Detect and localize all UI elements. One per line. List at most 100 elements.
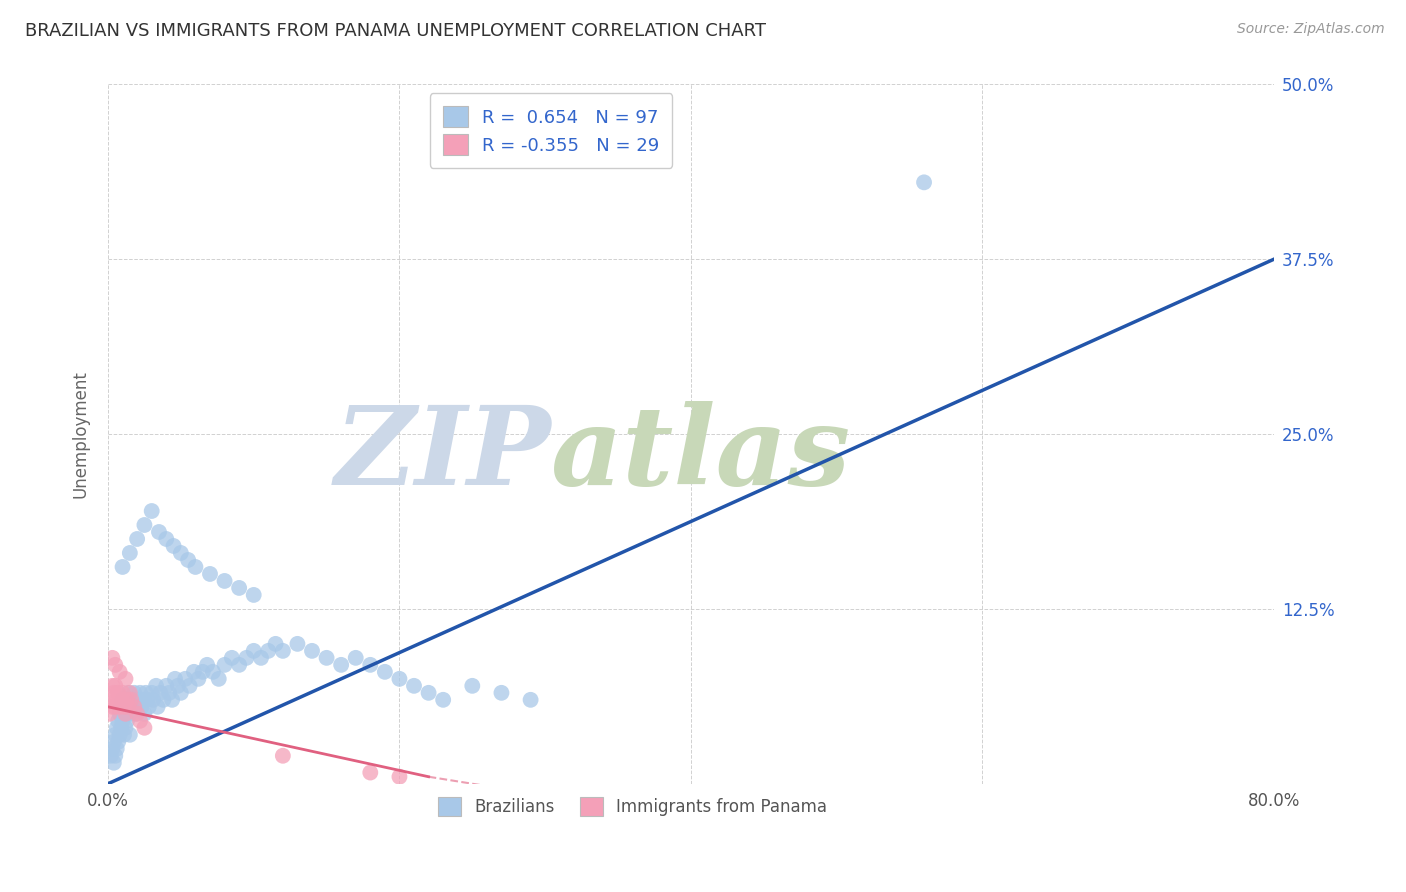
Point	[111, 693, 134, 707]
Point	[107, 714, 129, 728]
Point	[129, 686, 152, 700]
Point	[101, 699, 124, 714]
Point	[179, 679, 201, 693]
Point	[250, 651, 273, 665]
Point	[128, 693, 150, 707]
Text: BRAZILIAN VS IMMIGRANTS FROM PANAMA UNEMPLOYMENT CORRELATION CHART: BRAZILIAN VS IMMIGRANTS FROM PANAMA UNEM…	[25, 22, 766, 40]
Point	[177, 553, 200, 567]
Point	[112, 728, 135, 742]
Point	[104, 699, 127, 714]
Point	[198, 566, 221, 581]
Point	[162, 539, 184, 553]
Point	[271, 644, 294, 658]
Point	[111, 560, 134, 574]
Point	[120, 699, 142, 714]
Point	[104, 728, 127, 742]
Point	[388, 770, 411, 784]
Point	[157, 686, 180, 700]
Point	[104, 657, 127, 672]
Point	[145, 679, 167, 693]
Point	[105, 693, 128, 707]
Point	[134, 721, 156, 735]
Point	[110, 693, 132, 707]
Point	[344, 651, 367, 665]
Point	[108, 706, 131, 721]
Point	[141, 504, 163, 518]
Point	[242, 644, 264, 658]
Point	[122, 699, 145, 714]
Point	[146, 699, 169, 714]
Point	[388, 672, 411, 686]
Point	[221, 651, 243, 665]
Point	[201, 665, 224, 679]
Point	[142, 693, 165, 707]
Point	[131, 699, 153, 714]
Point	[187, 672, 209, 686]
Point	[115, 714, 138, 728]
Point	[214, 574, 236, 588]
Point	[108, 665, 131, 679]
Point	[103, 686, 125, 700]
Point	[519, 693, 541, 707]
Point	[315, 651, 337, 665]
Point	[100, 693, 122, 707]
Point	[301, 644, 323, 658]
Point	[111, 686, 134, 700]
Point	[135, 686, 157, 700]
Point	[170, 546, 193, 560]
Point	[134, 518, 156, 533]
Point	[174, 672, 197, 686]
Point	[242, 588, 264, 602]
Point	[103, 756, 125, 770]
Point	[117, 699, 139, 714]
Point	[101, 679, 124, 693]
Point	[120, 693, 142, 707]
Point	[136, 693, 159, 707]
Point	[257, 644, 280, 658]
Point	[359, 657, 381, 672]
Text: atlas: atlas	[551, 401, 851, 508]
Point	[114, 672, 136, 686]
Point	[115, 693, 138, 707]
Point	[235, 651, 257, 665]
Point	[163, 672, 186, 686]
Point	[195, 657, 218, 672]
Point	[104, 679, 127, 693]
Point	[191, 665, 214, 679]
Point	[132, 693, 155, 707]
Point	[105, 721, 128, 735]
Point	[101, 741, 124, 756]
Point	[374, 665, 396, 679]
Point	[402, 679, 425, 693]
Point	[141, 686, 163, 700]
Point	[112, 699, 135, 714]
Point	[112, 706, 135, 721]
Point	[100, 748, 122, 763]
Point	[228, 657, 250, 672]
Point	[117, 686, 139, 700]
Point	[115, 693, 138, 707]
Point	[114, 721, 136, 735]
Point	[184, 560, 207, 574]
Point	[110, 721, 132, 735]
Point	[114, 699, 136, 714]
Point	[129, 714, 152, 728]
Point	[107, 735, 129, 749]
Point	[118, 728, 141, 742]
Point	[287, 637, 309, 651]
Point	[167, 679, 190, 693]
Point	[122, 686, 145, 700]
Point	[148, 524, 170, 539]
Y-axis label: Unemployment: Unemployment	[72, 370, 89, 498]
Point	[228, 581, 250, 595]
Legend: Brazilians, Immigrants from Panama: Brazilians, Immigrants from Panama	[429, 789, 835, 824]
Point	[160, 693, 183, 707]
Point	[461, 679, 484, 693]
Point	[214, 657, 236, 672]
Point	[149, 686, 172, 700]
Point	[118, 706, 141, 721]
Point	[107, 686, 129, 700]
Point	[108, 699, 131, 714]
Point	[114, 706, 136, 721]
Point	[105, 741, 128, 756]
